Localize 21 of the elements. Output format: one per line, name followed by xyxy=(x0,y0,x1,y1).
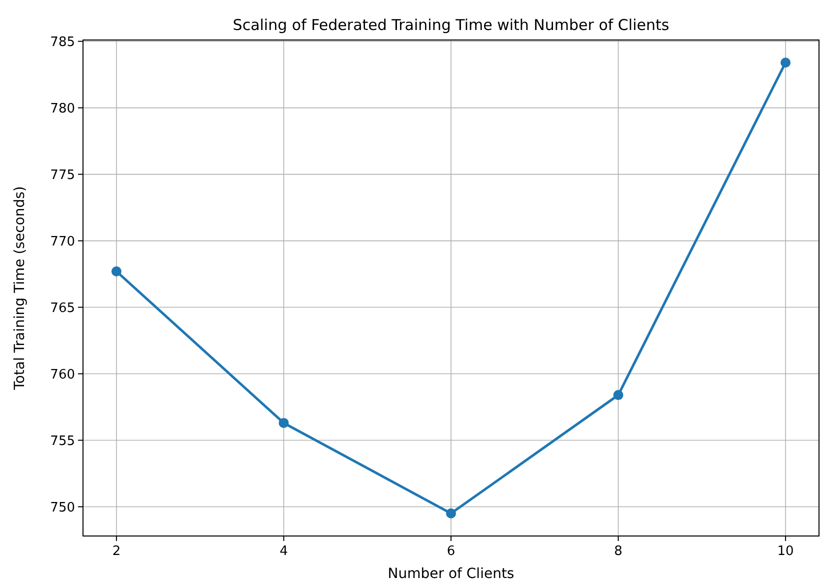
y-tick-label: 755 xyxy=(50,434,75,449)
y-tick-label: 770 xyxy=(50,234,75,250)
y-tick-label: 750 xyxy=(50,500,75,516)
x-tick-label: 8 xyxy=(614,544,622,559)
x-tick-label: 2 xyxy=(112,544,121,559)
y-axis-title: Total Training Time (seconds) xyxy=(12,186,28,391)
x-tick-label: 4 xyxy=(280,544,288,559)
x-tick-label: 6 xyxy=(446,544,456,559)
y-tick-label: 780 xyxy=(50,101,75,116)
point xyxy=(111,266,122,276)
x-axis-title: Number of Clients xyxy=(388,566,514,582)
y-tick-label: 785 xyxy=(50,34,75,50)
y-tick-label: 775 xyxy=(50,168,75,183)
point xyxy=(780,58,791,68)
point xyxy=(446,508,456,518)
chart-title: Scaling of Federated Training Time with Number of Clients xyxy=(232,16,670,34)
point xyxy=(613,390,624,400)
y-tick-label: 765 xyxy=(50,300,75,316)
x-tick-label: 10 xyxy=(777,544,794,559)
y-tick-label: 760 xyxy=(50,367,75,382)
point xyxy=(278,418,289,428)
